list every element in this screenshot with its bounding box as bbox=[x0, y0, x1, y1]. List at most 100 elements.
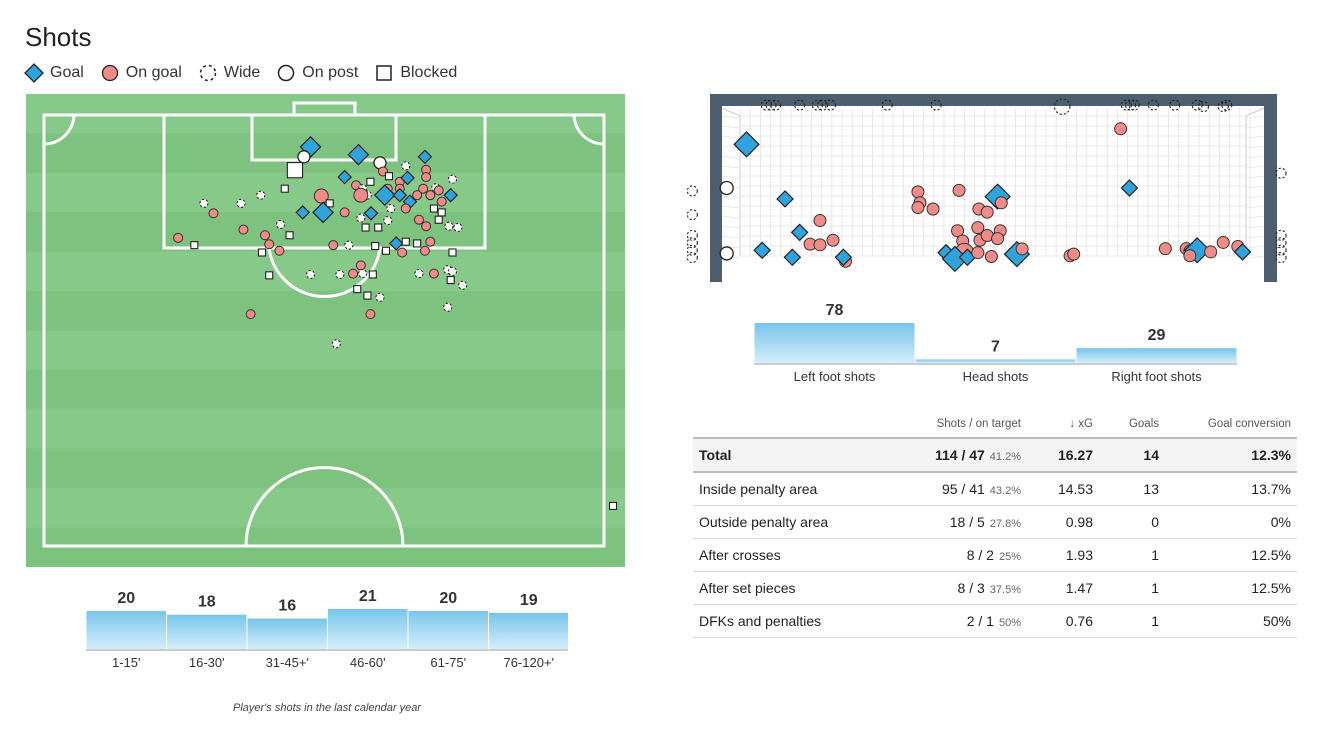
category-tick-label: Left foot shots bbox=[794, 369, 876, 384]
net-line bbox=[1245, 245, 1265, 249]
net-line bbox=[721, 195, 741, 199]
shot-on-goal-marker bbox=[238, 224, 249, 235]
legend-label: On goal bbox=[125, 64, 182, 81]
shots-on-target-value: 8 / 2 bbox=[966, 547, 994, 563]
shot-blocked-marker bbox=[280, 184, 289, 193]
bar-value-label: 78 bbox=[826, 302, 844, 319]
net-line bbox=[1245, 115, 1265, 119]
shot-blocked-marker bbox=[286, 162, 304, 179]
body-part-bar-chart: 78 Left foot shots 7 Head shots 29 Right foot… bbox=[754, 302, 1237, 384]
shot-blocked-marker bbox=[434, 215, 443, 224]
bar-value-label: 19 bbox=[520, 592, 538, 609]
shot-wide-marker bbox=[881, 99, 893, 111]
shot-on-goal-marker bbox=[245, 309, 256, 320]
shot-wide-marker bbox=[1169, 99, 1181, 111]
net-line bbox=[721, 225, 741, 229]
shot-on-goal-marker bbox=[328, 240, 339, 251]
table-row: After set pieces 8 / 3 37.5% 1.47 1 12.5% bbox=[693, 571, 1297, 605]
dashed-circle-icon bbox=[199, 64, 217, 82]
circle-icon bbox=[101, 64, 118, 82]
shot-wide-marker bbox=[344, 240, 354, 250]
conversion-cell: 12.5% bbox=[1165, 538, 1297, 572]
row-label: Outside penalty area bbox=[693, 505, 925, 539]
shot-post-marker bbox=[719, 246, 734, 261]
shot-on-goal-marker bbox=[419, 245, 430, 256]
table-row: After crosses 8 / 2 25% 1.93 1 12.5% bbox=[693, 538, 1297, 572]
conversion-cell: 50% bbox=[1165, 604, 1297, 638]
shot-wide-marker bbox=[1275, 237, 1287, 249]
shot-on-goal-marker bbox=[353, 187, 369, 203]
shot-blocked-marker bbox=[361, 223, 370, 232]
shot-on-goal-marker bbox=[365, 309, 376, 320]
conversion-cell: 12.5% bbox=[1165, 571, 1297, 605]
shot-goal-marker bbox=[417, 149, 433, 165]
column-header[interactable]: Goals bbox=[1099, 412, 1165, 439]
shots-cell: 8 / 2 25% bbox=[925, 538, 1027, 572]
shot-goal-marker bbox=[443, 187, 459, 203]
shot-wide-marker bbox=[356, 213, 366, 223]
shot-wide-marker bbox=[453, 222, 463, 233]
pitch-stripe bbox=[26, 251, 625, 291]
shot-wide-marker bbox=[414, 269, 424, 279]
shot-wide-marker bbox=[331, 339, 341, 349]
shot-wide-marker bbox=[1124, 99, 1137, 111]
on-target-percent: 37.5% bbox=[989, 584, 1021, 596]
shot-wide-marker bbox=[401, 161, 411, 171]
shot-goal-marker bbox=[733, 131, 760, 158]
xg-cell: 0.98 bbox=[1027, 505, 1099, 539]
net-line bbox=[721, 125, 741, 129]
net-line bbox=[1245, 215, 1265, 219]
corner-arc bbox=[43, 114, 76, 146]
net-line bbox=[1245, 255, 1265, 259]
net-line bbox=[1245, 135, 1265, 139]
shot-on-goal-marker bbox=[348, 268, 359, 279]
shot-blocked-marker bbox=[265, 271, 274, 280]
shot-wide-marker bbox=[686, 244, 698, 256]
net-line bbox=[1245, 165, 1265, 169]
table-body: Total 114 / 47 41.2% 16.27 14 12.3% Inside pen… bbox=[693, 438, 1297, 638]
shot-on-goal-marker bbox=[173, 232, 184, 243]
column-header[interactable]: ↓ xG bbox=[1027, 412, 1099, 439]
net-line bbox=[721, 155, 741, 159]
shot-on-goal-marker bbox=[264, 239, 275, 250]
table-header-row: Shots / on target ↓ xG Goals Goal conver… bbox=[693, 412, 1297, 439]
bar bbox=[489, 612, 568, 649]
shot-on-goal-marker bbox=[421, 172, 432, 183]
column-header bbox=[693, 412, 925, 439]
shot-on-goal-marker bbox=[413, 214, 424, 225]
shot-blocked-marker bbox=[446, 276, 455, 285]
shot-wide-marker bbox=[686, 209, 698, 221]
corner-arc bbox=[572, 114, 605, 146]
shot-on-goal-marker bbox=[813, 214, 827, 228]
category-tick-label: 16-30' bbox=[189, 655, 225, 670]
bar bbox=[754, 323, 915, 363]
column-header[interactable]: Shots / on target bbox=[925, 412, 1027, 439]
shot-legend: Goal On goal Wide On post Blocked bbox=[24, 63, 473, 83]
table-row: Inside penalty area 95 / 41 43.2% 14.53 13 13… bbox=[693, 472, 1297, 506]
column-header[interactable]: Goal conversion bbox=[1165, 412, 1297, 439]
goals-cell: 1 bbox=[1099, 604, 1165, 638]
shot-wide-marker bbox=[236, 198, 246, 208]
shot-wide-marker bbox=[930, 99, 942, 111]
shot-on-goal-marker bbox=[1216, 235, 1230, 249]
shot-post-marker bbox=[719, 180, 734, 196]
shot-blocked-marker bbox=[363, 291, 372, 300]
hollow-circle-icon bbox=[278, 64, 295, 82]
shot-goal-marker bbox=[400, 170, 415, 186]
shot-wide-marker bbox=[817, 99, 829, 111]
shot-wide-marker bbox=[765, 99, 777, 111]
shot-goal-marker bbox=[295, 205, 311, 220]
table-row: DFKs and penalties 2 / 1 50% 0.76 1 50% bbox=[693, 604, 1297, 638]
net-line bbox=[1245, 195, 1265, 199]
shot-goal-marker bbox=[790, 223, 809, 242]
legend-label: Wide bbox=[223, 64, 261, 81]
bar bbox=[915, 359, 1076, 363]
xg-cell: 16.27 bbox=[1027, 438, 1099, 473]
row-label: After crosses bbox=[693, 538, 925, 572]
shot-wide-marker bbox=[276, 219, 286, 230]
bar bbox=[1076, 348, 1237, 363]
goals-cell: 1 bbox=[1099, 538, 1165, 572]
category-tick-label: 31-45+' bbox=[266, 655, 309, 670]
shot-blocked-marker bbox=[353, 285, 362, 294]
shot-on-goal-marker bbox=[1114, 122, 1128, 136]
